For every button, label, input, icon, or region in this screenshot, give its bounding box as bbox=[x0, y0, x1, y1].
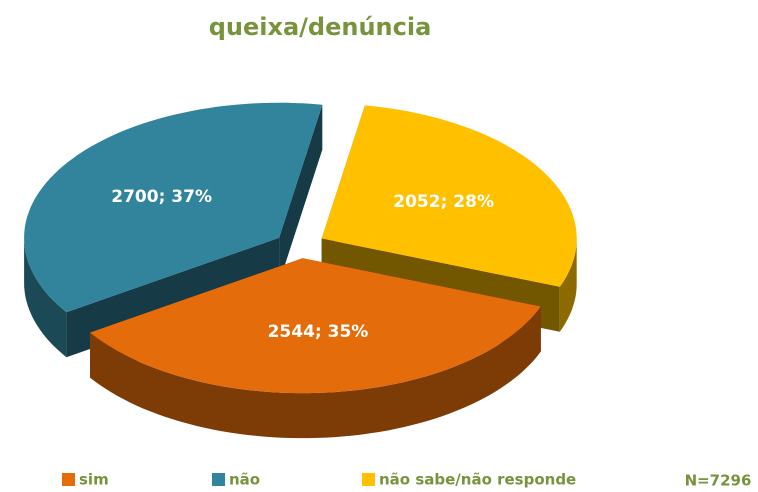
legend-swatch bbox=[62, 473, 75, 486]
slice bbox=[90, 258, 541, 394]
data-label: 2700; 37% bbox=[111, 187, 212, 207]
annotation: N=7296 bbox=[685, 472, 752, 490]
slice bbox=[24, 102, 323, 313]
slice-wall bbox=[559, 238, 577, 332]
data-label: 2052; 28% bbox=[393, 192, 494, 212]
slice-side bbox=[279, 104, 323, 283]
legend-label: sim bbox=[79, 471, 109, 489]
slice bbox=[321, 105, 577, 287]
legend-swatch bbox=[212, 473, 225, 486]
legend-label: não sabe/não responde bbox=[379, 471, 576, 489]
slice-wall bbox=[24, 237, 67, 358]
slice-wall bbox=[90, 306, 541, 439]
chart-title: queixa/denúncia bbox=[209, 13, 432, 41]
data-label: 2544; 35% bbox=[268, 322, 369, 342]
legend-label: não bbox=[229, 471, 260, 489]
legend-swatch bbox=[362, 473, 375, 486]
